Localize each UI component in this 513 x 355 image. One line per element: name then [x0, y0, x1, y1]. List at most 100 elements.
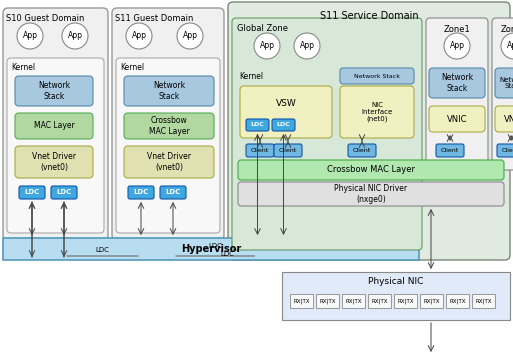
FancyBboxPatch shape	[116, 58, 220, 233]
Text: Vnet Driver
(vnet0): Vnet Driver (vnet0)	[147, 152, 191, 172]
Bar	[290, 294, 313, 308]
Text: Network
Stack: Network Stack	[38, 81, 70, 101]
Text: Hypervisor: Hypervisor	[181, 244, 241, 254]
Circle shape	[126, 23, 152, 49]
Text: LDC: LDC	[208, 243, 222, 249]
Text: Global Zone: Global Zone	[237, 24, 288, 33]
Circle shape	[501, 33, 513, 59]
FancyBboxPatch shape	[495, 106, 513, 132]
FancyBboxPatch shape	[429, 106, 485, 132]
Text: LDC: LDC	[251, 122, 264, 127]
FancyBboxPatch shape	[238, 160, 504, 180]
Bar	[472, 294, 495, 308]
Text: Kernel: Kernel	[120, 63, 144, 72]
Text: Network
Stack: Network Stack	[153, 81, 185, 101]
Text: S10 Guest Domain: S10 Guest Domain	[6, 14, 84, 23]
Bar	[3, 238, 419, 260]
Text: S11 Service Domain: S11 Service Domain	[320, 11, 418, 21]
Text: RX|TX: RX|TX	[345, 298, 362, 304]
FancyBboxPatch shape	[429, 68, 485, 98]
FancyBboxPatch shape	[124, 76, 214, 106]
FancyBboxPatch shape	[240, 86, 332, 138]
Text: LDC: LDC	[95, 247, 109, 253]
Circle shape	[17, 23, 43, 49]
Text: App: App	[506, 42, 513, 50]
FancyBboxPatch shape	[15, 76, 93, 106]
Text: MAC Layer: MAC Layer	[34, 121, 74, 131]
Bar	[316, 294, 339, 308]
Text: LDC: LDC	[165, 190, 181, 196]
Text: RX|TX: RX|TX	[371, 298, 388, 304]
FancyBboxPatch shape	[7, 58, 104, 233]
Text: Zone2: Zone2	[501, 25, 513, 34]
Text: Client: Client	[353, 148, 371, 153]
FancyBboxPatch shape	[238, 182, 504, 206]
FancyBboxPatch shape	[124, 146, 214, 178]
Circle shape	[444, 33, 470, 59]
Text: Crossbow
MAC Layer: Crossbow MAC Layer	[149, 116, 189, 136]
FancyBboxPatch shape	[246, 119, 269, 131]
Text: VNIC: VNIC	[504, 115, 513, 124]
FancyBboxPatch shape	[272, 119, 295, 131]
FancyBboxPatch shape	[495, 68, 513, 98]
Text: S11 Guest Domain: S11 Guest Domain	[115, 14, 193, 23]
Text: Network
Stack: Network Stack	[441, 73, 473, 93]
Bar	[282, 272, 510, 320]
FancyBboxPatch shape	[232, 18, 422, 250]
FancyBboxPatch shape	[340, 86, 414, 138]
Text: RX|TX: RX|TX	[423, 298, 440, 304]
Text: Client: Client	[502, 148, 513, 153]
FancyBboxPatch shape	[426, 18, 488, 170]
FancyBboxPatch shape	[15, 146, 93, 178]
Text: Physical NIC: Physical NIC	[368, 277, 424, 285]
Text: Client: Client	[441, 148, 459, 153]
Text: LDC: LDC	[220, 251, 234, 257]
FancyBboxPatch shape	[3, 8, 108, 240]
Text: Kernel: Kernel	[11, 63, 35, 72]
Circle shape	[177, 23, 203, 49]
Text: Physical NIC Driver
(nxge0): Physical NIC Driver (nxge0)	[334, 184, 407, 204]
Text: Zone1: Zone1	[444, 25, 470, 34]
FancyBboxPatch shape	[348, 144, 376, 157]
Text: Crossbow MAC Layer: Crossbow MAC Layer	[327, 165, 415, 175]
FancyBboxPatch shape	[51, 186, 77, 199]
Text: LDC: LDC	[277, 122, 290, 127]
FancyBboxPatch shape	[160, 186, 186, 199]
Text: App: App	[300, 42, 314, 50]
Circle shape	[294, 33, 320, 59]
Bar	[342, 294, 365, 308]
FancyBboxPatch shape	[128, 186, 154, 199]
FancyBboxPatch shape	[436, 144, 464, 157]
Text: VSW: VSW	[275, 99, 297, 109]
Text: Client: Client	[251, 148, 269, 153]
Text: NIC
Interface
(net0): NIC Interface (net0)	[361, 102, 392, 122]
FancyBboxPatch shape	[124, 113, 214, 139]
Bar	[394, 294, 417, 308]
FancyBboxPatch shape	[274, 144, 302, 157]
FancyBboxPatch shape	[246, 144, 274, 157]
Text: Kernel: Kernel	[239, 72, 263, 81]
Bar	[446, 294, 469, 308]
Text: RX|TX: RX|TX	[449, 298, 466, 304]
Text: LDC: LDC	[25, 190, 40, 196]
Bar	[420, 294, 443, 308]
Text: App: App	[68, 32, 83, 40]
Text: Client: Client	[279, 148, 297, 153]
Text: App: App	[260, 42, 274, 50]
Circle shape	[254, 33, 280, 59]
FancyBboxPatch shape	[492, 18, 513, 170]
Text: LDC: LDC	[56, 190, 72, 196]
Text: RX|TX: RX|TX	[293, 298, 310, 304]
Text: App: App	[131, 32, 147, 40]
FancyBboxPatch shape	[19, 186, 45, 199]
Text: RX|TX: RX|TX	[319, 298, 336, 304]
Text: App: App	[449, 42, 464, 50]
FancyBboxPatch shape	[15, 113, 93, 139]
Text: RX|TX: RX|TX	[397, 298, 414, 304]
FancyBboxPatch shape	[497, 144, 513, 157]
Circle shape	[62, 23, 88, 49]
Text: LDC: LDC	[133, 190, 149, 196]
Text: VNIC: VNIC	[447, 115, 467, 124]
Bar	[368, 294, 391, 308]
FancyBboxPatch shape	[112, 8, 224, 240]
